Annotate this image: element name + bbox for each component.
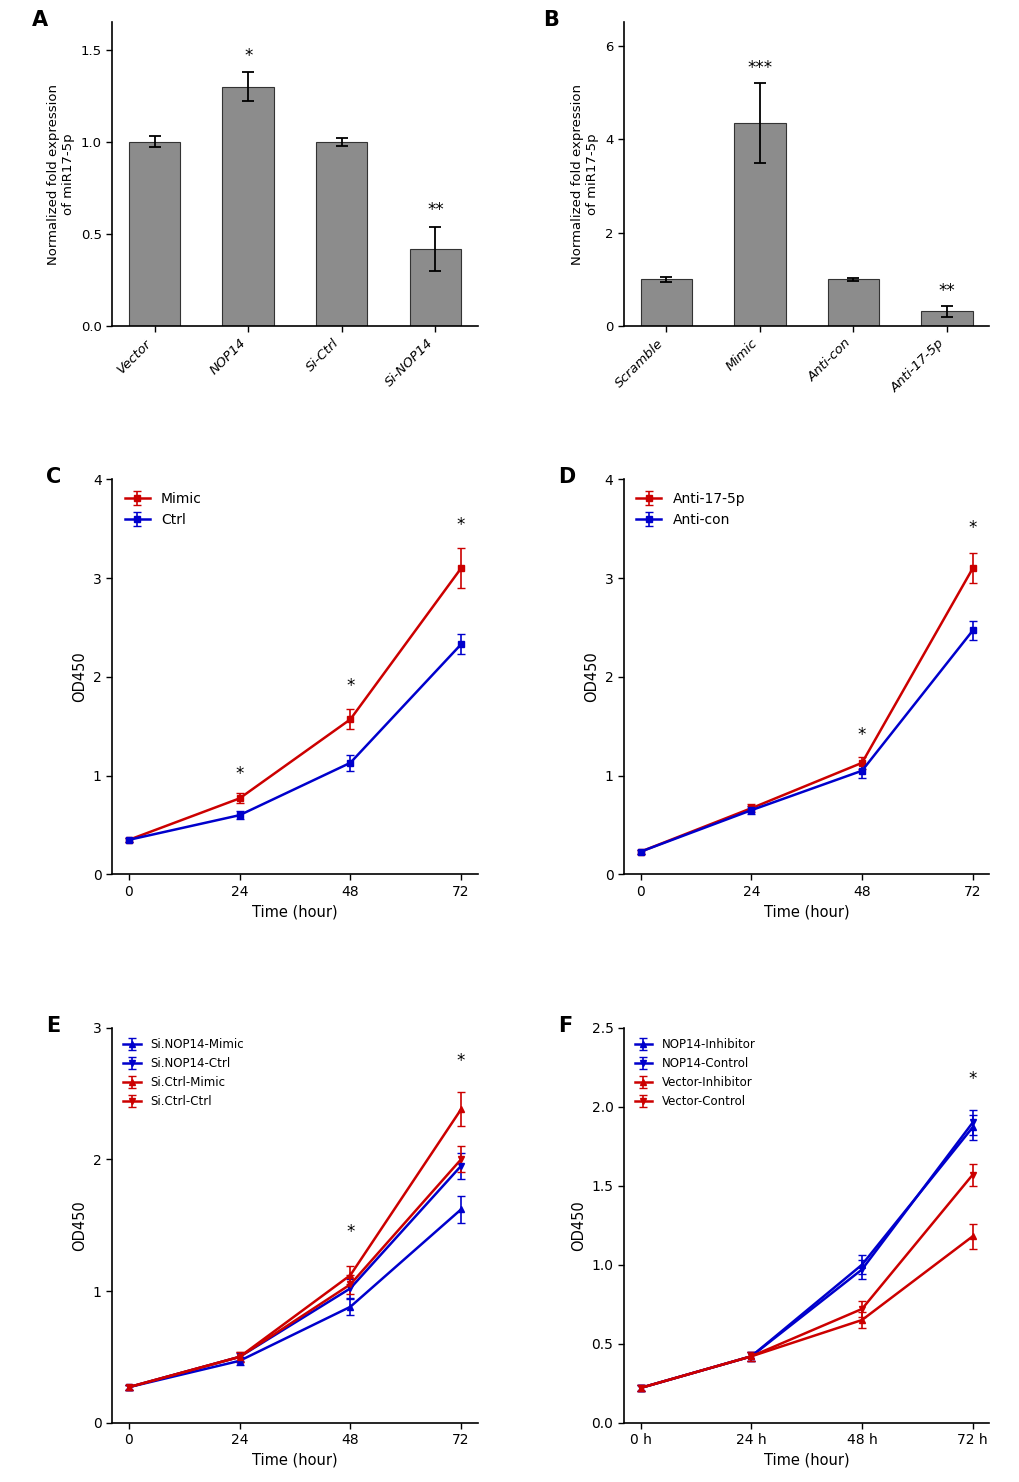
- Text: *: *: [968, 1070, 976, 1088]
- Text: D: D: [557, 467, 575, 488]
- Legend: Si.NOP14-Mimic, Si.NOP14-Ctrl, Si.Ctrl-Mimic, Si.Ctrl-Ctrl: Si.NOP14-Mimic, Si.NOP14-Ctrl, Si.Ctrl-M…: [118, 1033, 248, 1113]
- Text: F: F: [557, 1015, 572, 1036]
- Text: C: C: [47, 467, 61, 488]
- Y-axis label: Normalized fold expression
of miR17-5p: Normalized fold expression of miR17-5p: [571, 83, 599, 265]
- Text: *: *: [968, 519, 976, 536]
- Bar: [222, 87, 274, 326]
- X-axis label: Time (hour): Time (hour): [763, 904, 849, 919]
- Bar: [316, 142, 367, 326]
- Bar: [128, 142, 180, 326]
- Y-axis label: OD450: OD450: [571, 1200, 585, 1251]
- Text: **: **: [937, 282, 955, 299]
- Text: *: *: [857, 726, 865, 744]
- Text: *: *: [457, 516, 465, 534]
- Text: *: *: [345, 1223, 355, 1240]
- Text: B: B: [543, 10, 558, 30]
- Bar: [640, 280, 691, 326]
- Y-axis label: OD450: OD450: [72, 1200, 88, 1251]
- Legend: Mimic, Ctrl: Mimic, Ctrl: [119, 486, 207, 532]
- Text: E: E: [47, 1015, 60, 1036]
- Legend: NOP14-Inhibitor, NOP14-Control, Vector-Inhibitor, Vector-Control: NOP14-Inhibitor, NOP14-Control, Vector-I…: [629, 1033, 759, 1113]
- Bar: [734, 123, 785, 326]
- X-axis label: Time (hour): Time (hour): [252, 904, 337, 919]
- Text: A: A: [32, 10, 48, 30]
- Text: ***: ***: [747, 59, 771, 77]
- Bar: [410, 249, 461, 326]
- Y-axis label: Normalized fold expression
of miR17-5p: Normalized fold expression of miR17-5p: [47, 83, 75, 265]
- Legend: Anti-17-5p, Anti-con: Anti-17-5p, Anti-con: [630, 486, 750, 532]
- Bar: [826, 280, 878, 326]
- X-axis label: Time (hour): Time (hour): [763, 1452, 849, 1467]
- Text: *: *: [345, 677, 355, 695]
- X-axis label: Time (hour): Time (hour): [252, 1452, 337, 1467]
- Y-axis label: OD450: OD450: [584, 652, 598, 702]
- Bar: [920, 311, 972, 326]
- Y-axis label: OD450: OD450: [72, 652, 88, 702]
- Text: *: *: [244, 46, 252, 65]
- Text: *: *: [235, 765, 244, 782]
- Text: **: **: [427, 202, 443, 219]
- Text: *: *: [457, 1052, 465, 1070]
